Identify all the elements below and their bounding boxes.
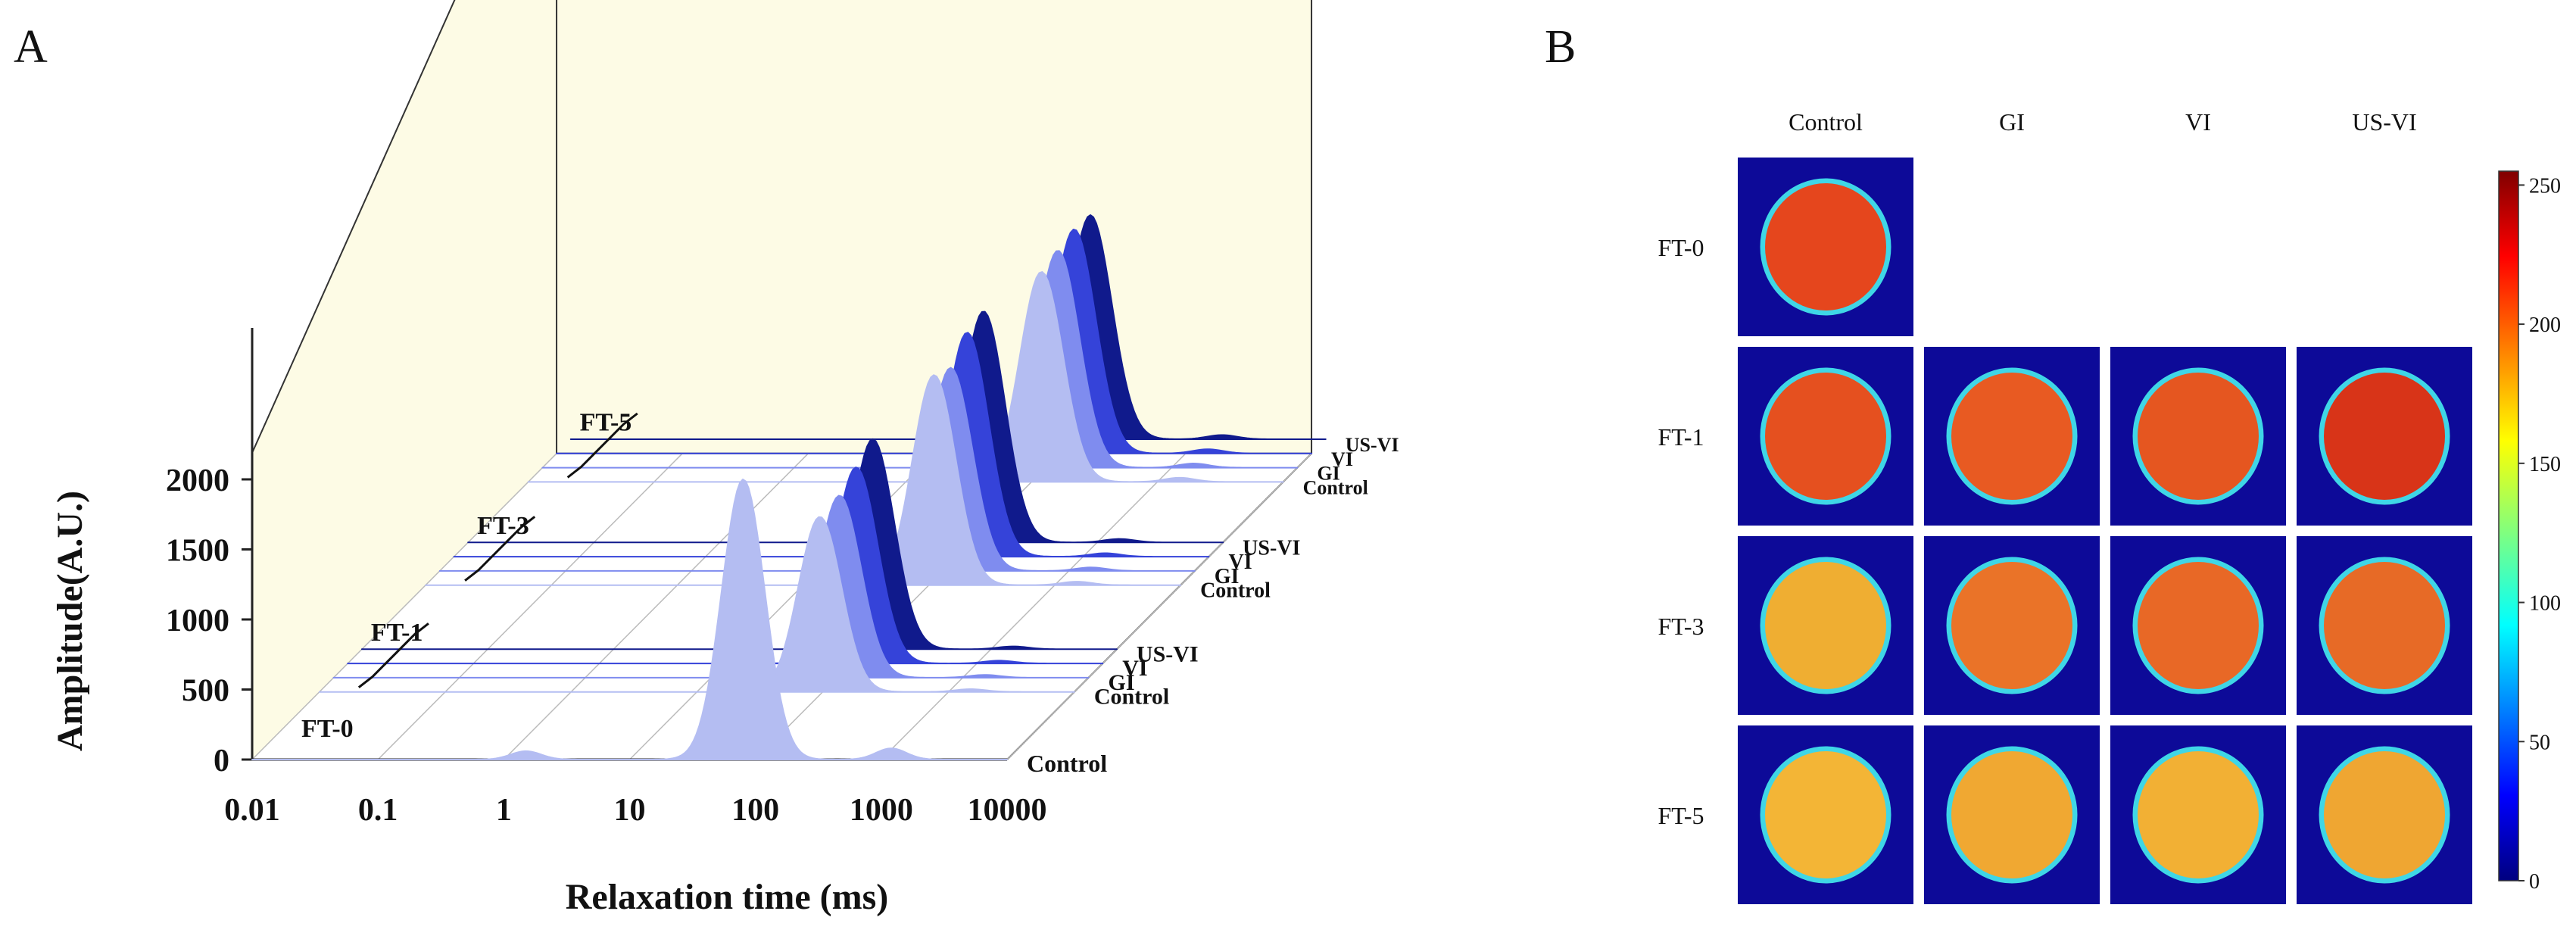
- mri-sample: [1951, 562, 2072, 689]
- left-wall: [252, 0, 557, 760]
- mri-sample-rim: [1760, 746, 1891, 884]
- y-tick-label: 1000: [166, 604, 229, 638]
- mri-sample-rim: [2319, 746, 2450, 884]
- x-tick-label: 10000: [968, 793, 1047, 828]
- column-header: Control: [1789, 108, 1863, 136]
- colorbar-tick-label: 250: [2529, 174, 2561, 198]
- x-axis-title: Relaxation time (ms): [566, 877, 889, 917]
- mri-sample-rim: [1760, 367, 1891, 505]
- x-tick-label: 10: [614, 793, 646, 828]
- series-label: US-VI: [1137, 641, 1199, 666]
- series-label: US-VI: [1346, 434, 1399, 456]
- y-tick-label: 0: [214, 744, 229, 778]
- x-tick-label: 1000: [850, 793, 913, 828]
- colorbar-tick-label: 100: [2529, 592, 2561, 616]
- spectrum-ft-1-control: [318, 516, 1075, 693]
- row-header: FT-1: [1658, 423, 1704, 451]
- series-label: Control: [1027, 750, 1107, 777]
- mri-sample: [1765, 373, 1886, 500]
- spectrum-ft-0-control: [251, 479, 1008, 760]
- mri-sample-rim: [1760, 178, 1891, 316]
- mri-sample-rim: [2319, 557, 2450, 694]
- floor-grid-line: [503, 453, 809, 760]
- series-label: US-VI: [1243, 536, 1300, 560]
- colorbar: [2498, 170, 2519, 881]
- x-tick-label: 0.01: [224, 793, 280, 828]
- x-tick-label: 100: [731, 793, 779, 828]
- series-label: VI: [1228, 551, 1252, 574]
- mri-sample: [2324, 751, 2445, 878]
- panel-b-letter: B: [1545, 21, 1576, 73]
- series-label: GI: [1215, 565, 1240, 588]
- mri-sample: [2324, 373, 2445, 500]
- mri-sample-rim: [1946, 367, 2078, 505]
- floor-grid-line: [251, 453, 557, 760]
- y-tick-label: 2000: [166, 463, 229, 498]
- colorbar-tick-label: 150: [2529, 453, 2561, 476]
- colorbar-tick-label: 0: [2529, 870, 2540, 894]
- waterfall-chart: 0.01 0.1 1 10 100 1000 10000 0 500 1000 1500 2000 Re…: [50, 0, 1399, 917]
- mri-sample-rim: [2132, 367, 2264, 505]
- group-bracket: [464, 516, 536, 582]
- mri-sample: [2138, 373, 2259, 500]
- column-header: US-VI: [2352, 108, 2416, 136]
- mri-sample: [2138, 751, 2259, 878]
- mri-sample: [2138, 562, 2259, 689]
- series-label: GI: [1109, 670, 1135, 695]
- spectrum-ft-5-control: [527, 271, 1284, 483]
- y-tick-label: 1500: [166, 534, 229, 569]
- group-bracket: [357, 622, 429, 688]
- y-axis-title: Amplitude(A.U.): [50, 491, 90, 751]
- mri-sample: [1951, 373, 2072, 500]
- colorbar-tick-label: 200: [2529, 314, 2561, 337]
- y-tick-label: 500: [182, 674, 229, 709]
- mri-sample: [2324, 562, 2445, 689]
- series-label: VI: [1122, 656, 1147, 681]
- series-label: Control: [1200, 579, 1271, 603]
- mri-sample: [1765, 562, 1886, 689]
- x-tick-label: 0.1: [358, 793, 398, 828]
- column-header: VI: [2185, 108, 2211, 136]
- group-label: FT-1: [371, 619, 423, 647]
- series-label: Control: [1303, 476, 1368, 498]
- mri-sample-rim: [2132, 746, 2264, 884]
- floor-grid-line: [881, 453, 1187, 760]
- series-label: VI: [1331, 448, 1353, 470]
- x-tick-label: 1: [496, 793, 512, 828]
- panel-a-letter: A: [14, 21, 48, 73]
- mri-sample: [1765, 183, 1886, 310]
- row-header: FT-0: [1658, 234, 1704, 261]
- mri-sample-rim: [1946, 557, 2078, 694]
- floor-grid-line: [1006, 453, 1312, 760]
- mri-sample-rim: [1946, 746, 2078, 884]
- mri-sample: [1951, 751, 2072, 878]
- mri-image-grid: Control GI VI US-VI FT-0 FT-1 FT-3 FT-5 0 50 100 15…: [1658, 108, 2561, 904]
- colorbar-tick-label: 50: [2529, 731, 2550, 754]
- group-bracket: [566, 412, 638, 479]
- series-label: GI: [1317, 463, 1339, 485]
- column-header: GI: [1999, 108, 2025, 136]
- row-header: FT-5: [1658, 802, 1704, 829]
- floor-grid-line: [377, 453, 683, 760]
- mri-sample-rim: [2132, 557, 2264, 694]
- group-label: FT-3: [477, 512, 529, 540]
- group-label: FT-0: [301, 715, 354, 743]
- mri-sample: [1765, 751, 1886, 878]
- row-header: FT-3: [1658, 613, 1704, 640]
- group-label: FT-5: [580, 409, 632, 437]
- series-label: Control: [1094, 685, 1169, 710]
- mri-sample-rim: [2319, 367, 2450, 505]
- mri-sample-rim: [1760, 557, 1891, 694]
